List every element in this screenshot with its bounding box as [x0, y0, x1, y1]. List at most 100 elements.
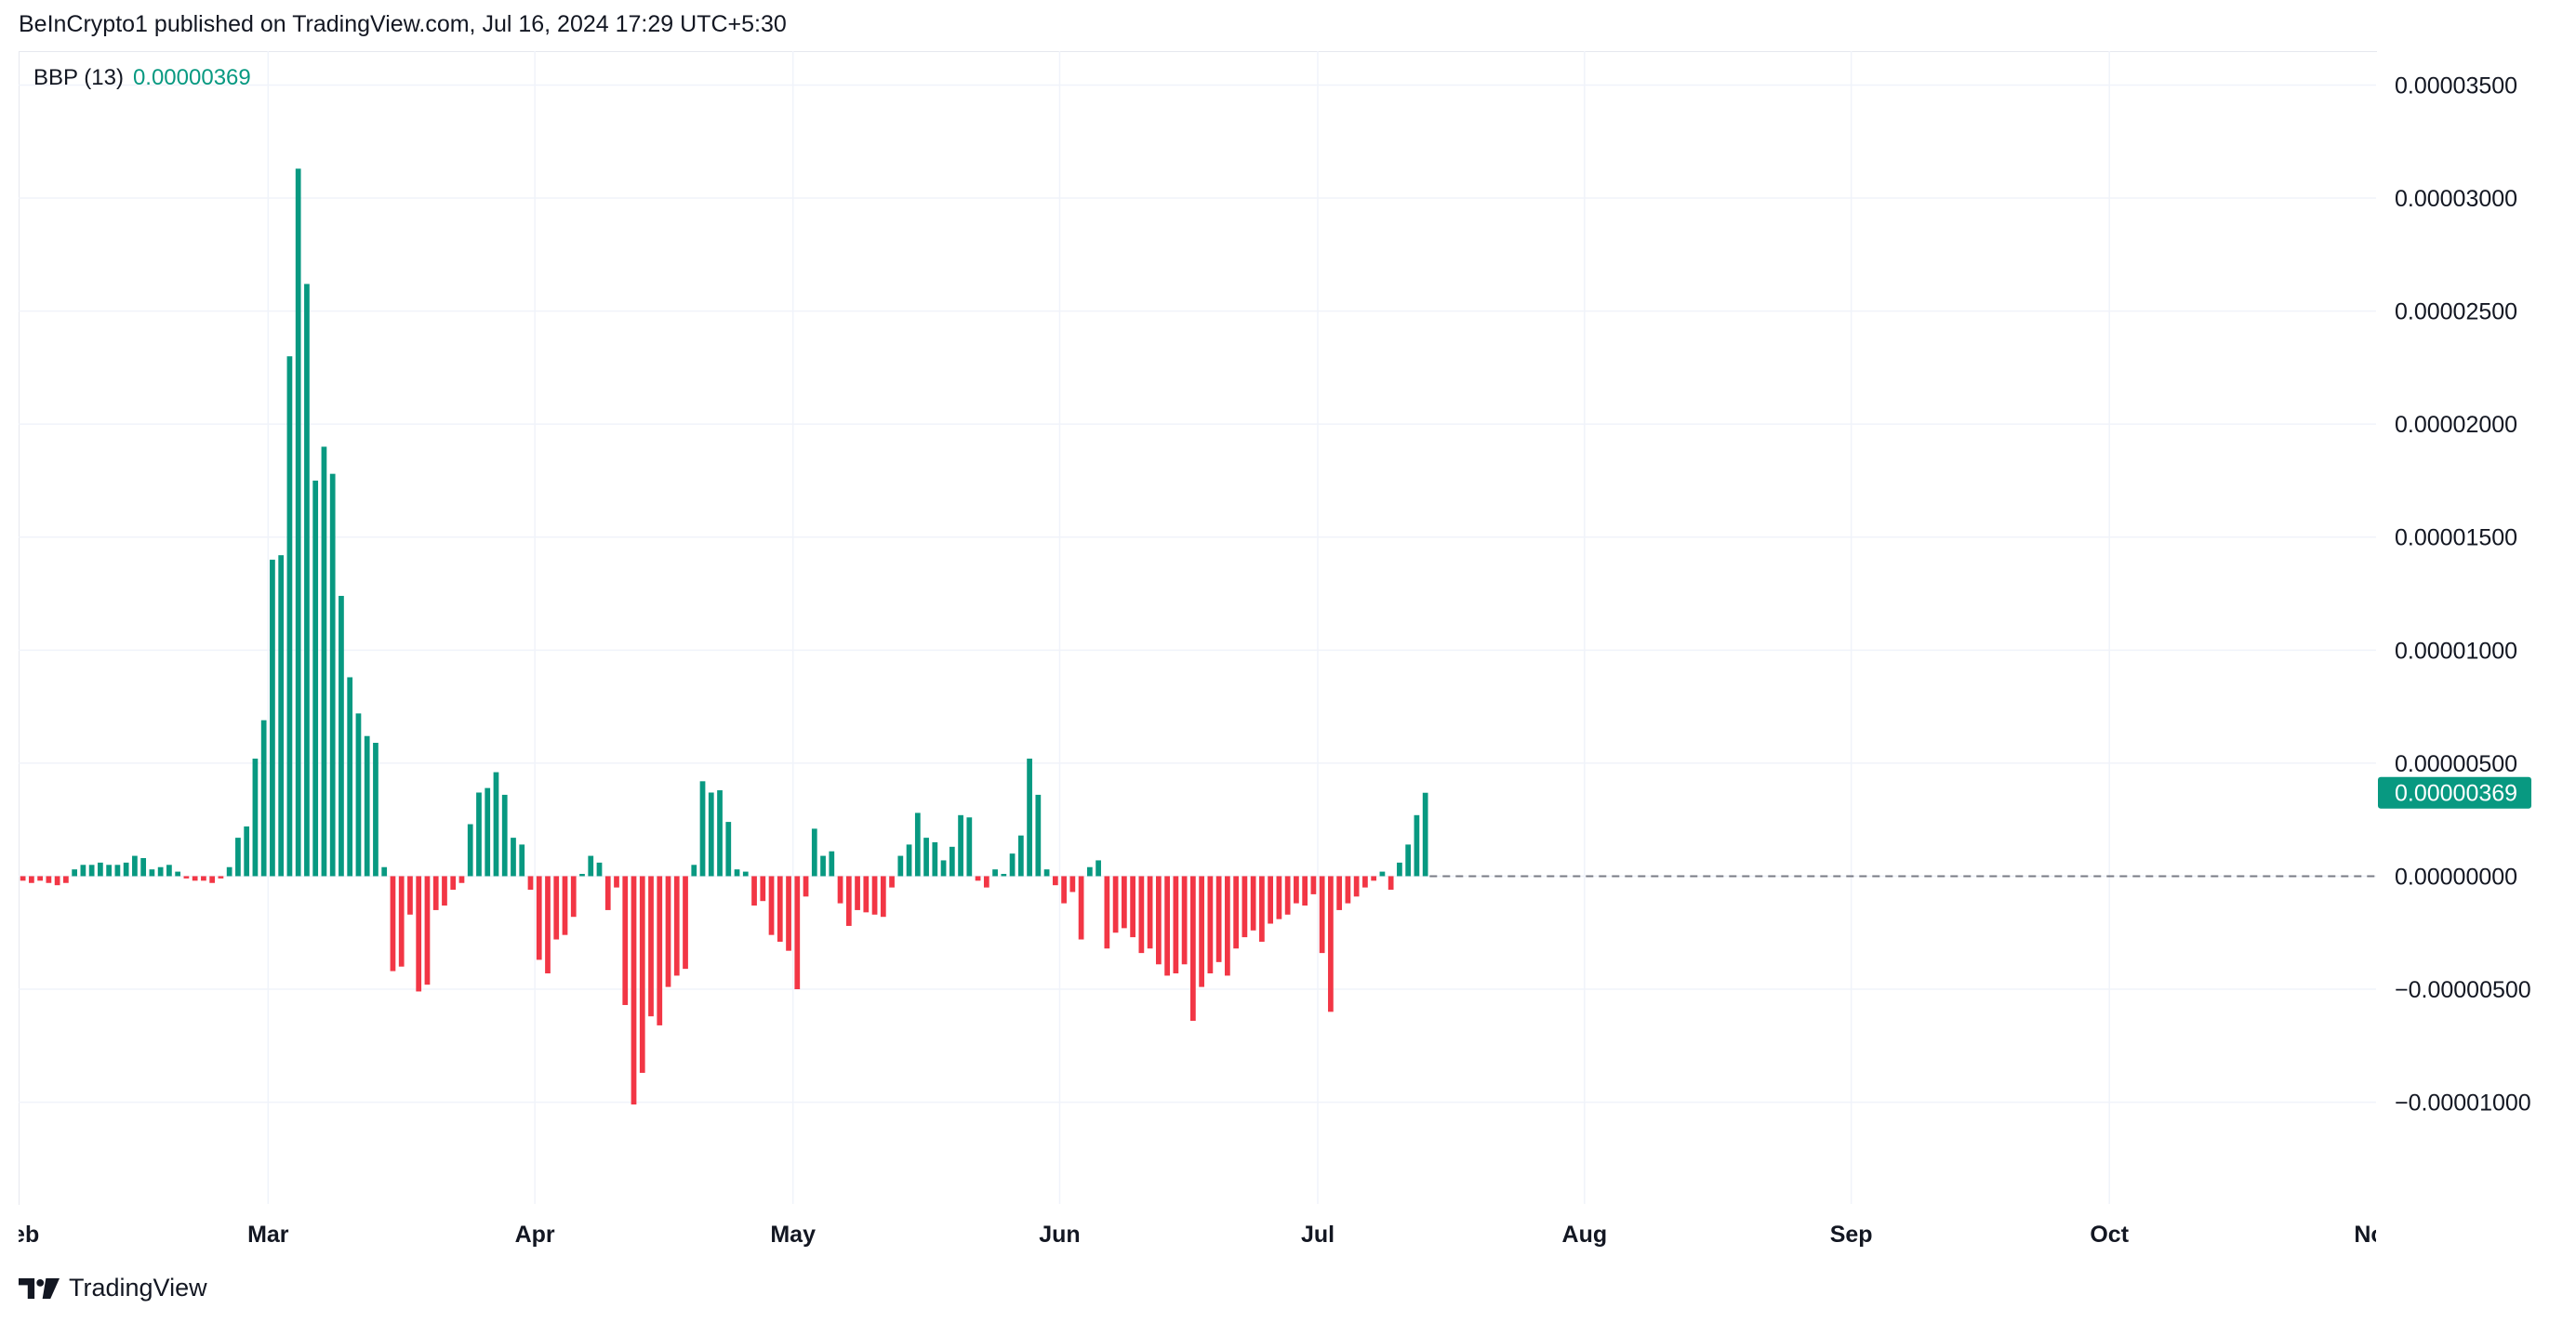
- histogram-bar: [588, 855, 594, 877]
- histogram-bar: [1164, 876, 1170, 976]
- histogram-bar: [1009, 853, 1016, 877]
- histogram-bar: [432, 876, 439, 910]
- tradingview-brand: TradingView: [69, 1274, 207, 1302]
- histogram-bar: [175, 871, 181, 877]
- histogram-bar: [1302, 876, 1308, 906]
- price-axis[interactable]: 0.00003500 0.00003000 0.00002500 0.00002000…: [2378, 73, 2531, 1117]
- histogram-bar: [648, 876, 654, 1017]
- histogram-bar: [570, 876, 577, 918]
- histogram-bar: [226, 866, 232, 877]
- histogram-bar: [1190, 876, 1196, 1022]
- histogram-bar: [837, 876, 843, 904]
- histogram-bar: [1061, 876, 1067, 904]
- histogram-bar: [1379, 871, 1386, 877]
- histogram-bar: [855, 876, 860, 910]
- histogram-bar: [880, 876, 886, 918]
- y-tick-label: 0.00000500: [2395, 751, 2517, 777]
- publish-info: BeInCrypto1 published on TradingView.com…: [19, 11, 787, 37]
- histogram-bar: [811, 828, 817, 877]
- histogram-bars: [20, 168, 1428, 1105]
- x-tick-label: Jun: [1039, 1222, 1080, 1248]
- histogram-bar: [966, 817, 973, 877]
- histogram-bar: [1104, 876, 1110, 949]
- histogram-bar: [1147, 876, 1153, 949]
- histogram-bar: [1353, 876, 1360, 897]
- histogram-bar: [1043, 869, 1050, 877]
- histogram-bar: [906, 844, 912, 877]
- histogram-bar: [72, 869, 78, 877]
- histogram-bar: [1095, 860, 1101, 877]
- histogram-bar: [166, 865, 172, 877]
- histogram-bar: [725, 822, 732, 877]
- grid: [19, 51, 2376, 1204]
- histogram-bar: [278, 555, 285, 877]
- histogram-bar: [1035, 794, 1042, 877]
- histogram-bar: [260, 720, 267, 877]
- histogram-bar: [1138, 876, 1145, 954]
- histogram-bar: [734, 869, 740, 877]
- histogram-bar: [1294, 876, 1299, 904]
- histogram-bar: [1199, 876, 1204, 987]
- histogram-bar: [657, 876, 663, 1025]
- histogram-bar: [1345, 876, 1351, 904]
- histogram-bar: [244, 826, 250, 877]
- histogram-bar: [949, 846, 955, 877]
- histogram-bar: [829, 851, 835, 877]
- histogram-bar: [218, 876, 224, 879]
- histogram-bar: [201, 876, 206, 881]
- histogram-bar: [562, 876, 568, 935]
- histogram-bar: [373, 743, 378, 877]
- time-axis[interactable]: Feb Mar Apr May Jun Jul Aug Sep Oct Nov: [0, 1222, 2398, 1248]
- histogram-bar: [1215, 876, 1222, 962]
- histogram-bar: [1078, 876, 1084, 940]
- x-tick-label: Feb: [0, 1222, 39, 1248]
- histogram-bar: [329, 473, 336, 877]
- histogram-bar: [252, 759, 259, 877]
- histogram-bar: [1173, 876, 1179, 973]
- histogram-bar: [1268, 876, 1274, 924]
- y-tick-label: 0.00002000: [2395, 412, 2517, 438]
- tradingview-footer[interactable]: TradingView: [19, 1274, 207, 1302]
- histogram-bar: [914, 813, 921, 877]
- histogram-bar: [209, 876, 216, 883]
- histogram-bar: [88, 865, 95, 877]
- histogram-bar: [1414, 814, 1420, 877]
- histogram-bar: [1422, 792, 1428, 877]
- histogram-bar: [871, 876, 878, 915]
- x-tick-label: Aug: [1562, 1222, 1608, 1248]
- histogram-bar: [1069, 876, 1076, 892]
- histogram-bar: [975, 876, 981, 881]
- histogram-bar: [123, 862, 129, 877]
- histogram-bar: [940, 860, 947, 877]
- histogram-bar: [1027, 759, 1032, 877]
- histogram-bar: [1388, 876, 1394, 891]
- histogram-bar: [1284, 876, 1291, 915]
- histogram-bar: [1112, 876, 1119, 933]
- histogram-bar: [183, 876, 190, 879]
- histogram-bar: [717, 790, 723, 877]
- histogram-bar: [321, 446, 327, 877]
- histogram-bar: [639, 876, 645, 1073]
- histogram-bar: [863, 876, 870, 913]
- histogram-bar: [1397, 862, 1402, 877]
- histogram-bar: [458, 876, 465, 883]
- indicator-legend[interactable]: BBP (13) 0.00000369: [33, 65, 251, 91]
- histogram-bar: [270, 560, 275, 877]
- histogram-bar: [1225, 876, 1230, 976]
- indicator-value: 0.00000369: [132, 65, 251, 90]
- histogram-bar: [932, 841, 938, 877]
- histogram-bar: [691, 865, 697, 877]
- histogram-bar: [1130, 876, 1135, 938]
- histogram-bar: [416, 876, 422, 992]
- histogram-bar: [381, 866, 388, 877]
- y-tick-label: −0.00001000: [2395, 1091, 2531, 1117]
- histogram-bar: [742, 871, 749, 877]
- histogram-bar: [665, 876, 671, 987]
- x-tick-label: Nov: [2354, 1222, 2397, 1248]
- chart-pane[interactable]: [19, 51, 2377, 1205]
- histogram-bar: [80, 865, 86, 877]
- histogram-bar: [286, 356, 293, 877]
- histogram-bar: [1001, 874, 1007, 877]
- histogram-bar: [553, 876, 560, 940]
